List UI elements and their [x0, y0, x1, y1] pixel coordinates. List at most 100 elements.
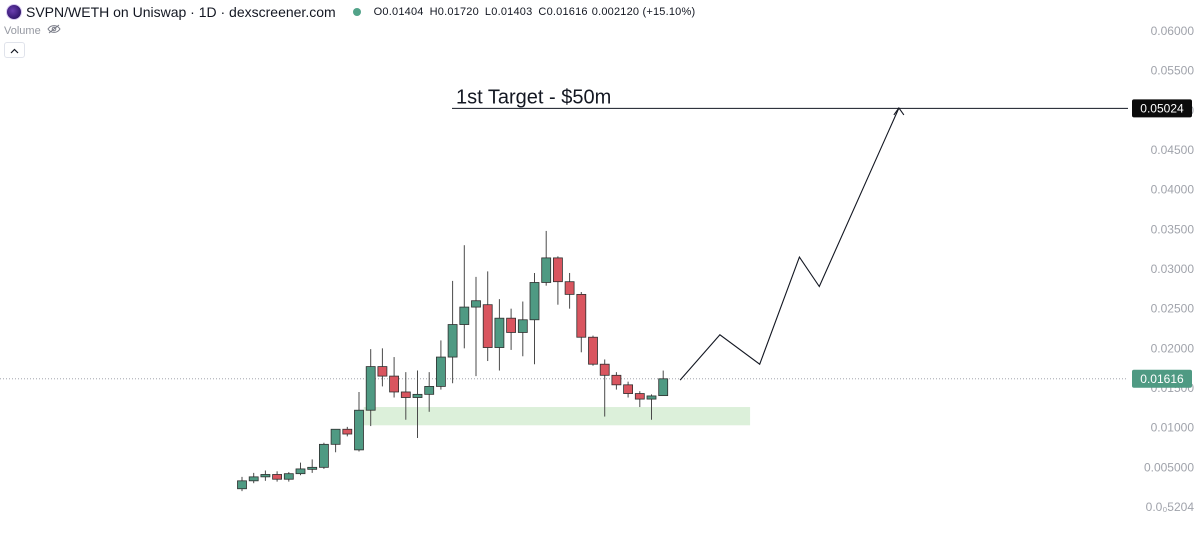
target-label: 1st Target - $50m — [456, 86, 611, 108]
candle-body-up — [330, 428, 341, 445]
y-axis-tick-label: 0.02000 — [1151, 341, 1195, 355]
candle — [482, 271, 493, 362]
candle — [553, 256, 563, 305]
candle — [588, 335, 598, 366]
candle — [365, 349, 376, 427]
candle-body-down — [553, 257, 563, 283]
candle — [435, 340, 446, 390]
candle — [529, 272, 540, 365]
candle-body-down — [389, 375, 400, 393]
candle-body-up — [658, 378, 669, 397]
candle-body-up — [248, 476, 259, 482]
y-axis-tick-label: 0.01000 — [1151, 421, 1195, 435]
candle-body-down — [611, 374, 622, 386]
y-axis-tick-label: 0.04000 — [1151, 183, 1195, 197]
candle-body-up — [295, 468, 306, 475]
candle-body-down — [377, 366, 388, 377]
candle-body-down — [588, 336, 598, 365]
candle — [494, 299, 505, 371]
candle-body-up — [447, 324, 458, 358]
candle-body-down — [482, 304, 493, 348]
candle-body-down — [634, 393, 645, 400]
current-price-tag-bg — [1132, 369, 1192, 388]
candle-body-up — [283, 473, 294, 480]
candle-body-down — [599, 363, 610, 376]
candle — [576, 292, 587, 353]
candle-body-down — [623, 384, 633, 394]
eye-crossed-icon[interactable] — [47, 24, 61, 37]
candle — [400, 372, 411, 420]
current-price-tag: 0.01616 — [1132, 369, 1192, 388]
candle — [272, 471, 283, 482]
candle-body-down — [576, 293, 587, 338]
collapse-legend-button[interactable] — [4, 42, 25, 58]
symbol-title[interactable]: SVPN/WETH on Uniswap · 1D · dexscreener.… — [26, 4, 336, 20]
y-axis-tick-label: 0.03500 — [1151, 222, 1195, 236]
candle — [658, 370, 669, 397]
candle — [354, 391, 364, 452]
candle — [237, 476, 247, 492]
candle — [389, 357, 400, 398]
candle-body-down — [564, 281, 575, 295]
current-price-tag-text: 0.01616 — [1140, 372, 1184, 386]
y-axis-tick-label: 0.05500 — [1151, 64, 1195, 78]
candle-body-up — [517, 319, 528, 333]
candle — [424, 372, 435, 412]
target-price-tag-bg — [1132, 99, 1192, 118]
y-axis-tick-label: 0.06000 — [1151, 24, 1195, 38]
market-status-dot — [352, 8, 361, 16]
ohlc-low: L0.01403 — [484, 6, 533, 18]
y-axis-tick-label: 0.03000 — [1151, 262, 1195, 276]
candle-body-down — [506, 317, 517, 333]
candle-body-down — [272, 474, 283, 480]
candle-body-up — [237, 480, 247, 490]
candle — [295, 462, 306, 476]
target-price-tag-text: 0.05024 — [1140, 101, 1184, 115]
candle-body-up — [529, 282, 540, 321]
candle — [611, 372, 622, 390]
candle — [447, 280, 458, 384]
candle — [564, 272, 575, 309]
candle-body-up — [318, 443, 329, 468]
candle-body-up — [471, 300, 481, 308]
candle — [318, 442, 329, 469]
support-zone — [363, 407, 751, 426]
candle-body-down — [342, 428, 353, 435]
candle — [623, 381, 633, 398]
volume-legend[interactable]: Volume — [4, 24, 61, 37]
candle — [342, 426, 353, 437]
candle-body-up — [354, 409, 364, 451]
projection-arrow-head — [893, 107, 905, 116]
ohlc-high: H0.01720 — [429, 6, 479, 18]
y-axis-tick-label: 0.04500 — [1151, 143, 1195, 157]
candle — [506, 308, 517, 350]
candle-body-up — [435, 356, 446, 387]
ohlc-open: O0.01404 — [373, 6, 424, 18]
candle — [634, 391, 645, 408]
candle — [307, 459, 318, 473]
chevron-up-icon — [10, 41, 19, 59]
candle — [541, 230, 552, 286]
candle — [517, 301, 528, 357]
candle — [330, 428, 341, 453]
candle-body-down — [400, 391, 411, 398]
candle-body-up — [646, 395, 657, 400]
candle-body-up — [494, 317, 505, 348]
candle-body-up — [412, 393, 423, 398]
candle-body-up — [459, 306, 470, 325]
volume-label: Volume — [4, 24, 41, 37]
chart-header: SVPN/WETH on Uniswap · 1D · dexscreener.… — [6, 2, 695, 22]
candle-body-up — [541, 257, 552, 283]
candle — [459, 245, 470, 349]
svpn-logo-icon — [6, 4, 22, 20]
candle — [646, 394, 657, 420]
candle — [260, 470, 271, 481]
candle-body-up — [424, 386, 435, 395]
candle — [471, 276, 481, 377]
candle — [377, 348, 388, 387]
candle-body-up — [260, 474, 271, 478]
candle — [248, 472, 259, 484]
candle — [599, 359, 610, 417]
y-axis-tick-label: 0.005000 — [1144, 460, 1194, 474]
